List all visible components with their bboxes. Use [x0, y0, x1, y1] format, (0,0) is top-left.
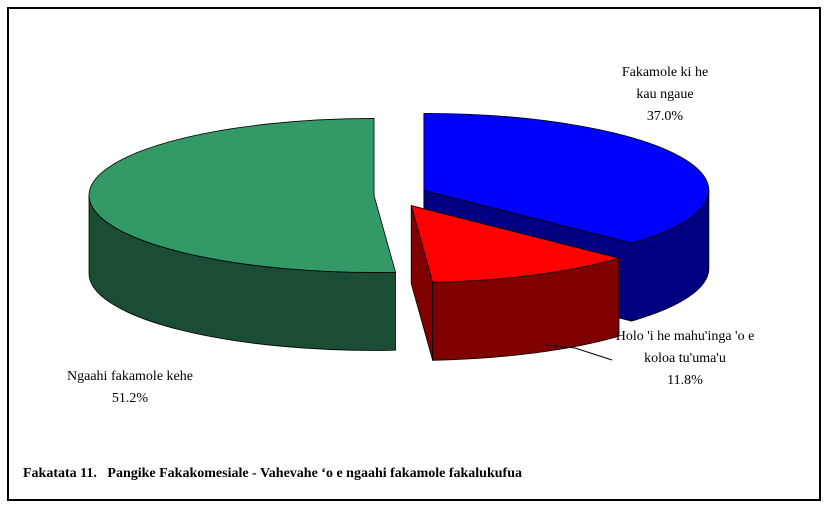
frame	[7, 7, 821, 501]
slice-label: Fakamole ki he kau ngaue 37.0%	[610, 62, 720, 128]
slice	[423, 112, 710, 244]
category-label: Ngaahi fakamole kehe	[67, 369, 193, 384]
category-label: Holo 'i he mahu'inga 'o e koloa tu'uma'u	[615, 329, 755, 366]
chart-title: Fakatata 11. Pangike Fakakomesiale - Vah…	[23, 466, 522, 481]
leader-line	[544, 344, 613, 361]
value-label: 11.8%	[667, 373, 703, 388]
slice-label: Holo 'i he mahu'inga 'o e koloa tu'uma'u…	[600, 326, 770, 392]
slice-label: Ngaahi fakamole kehe 51.2%	[60, 366, 200, 410]
category-label: Fakamole ki he kau ngaue	[621, 65, 709, 102]
value-label: 37.0%	[646, 109, 684, 124]
slice	[88, 118, 396, 273]
slice	[410, 205, 620, 283]
value-label: 51.2%	[111, 391, 149, 406]
